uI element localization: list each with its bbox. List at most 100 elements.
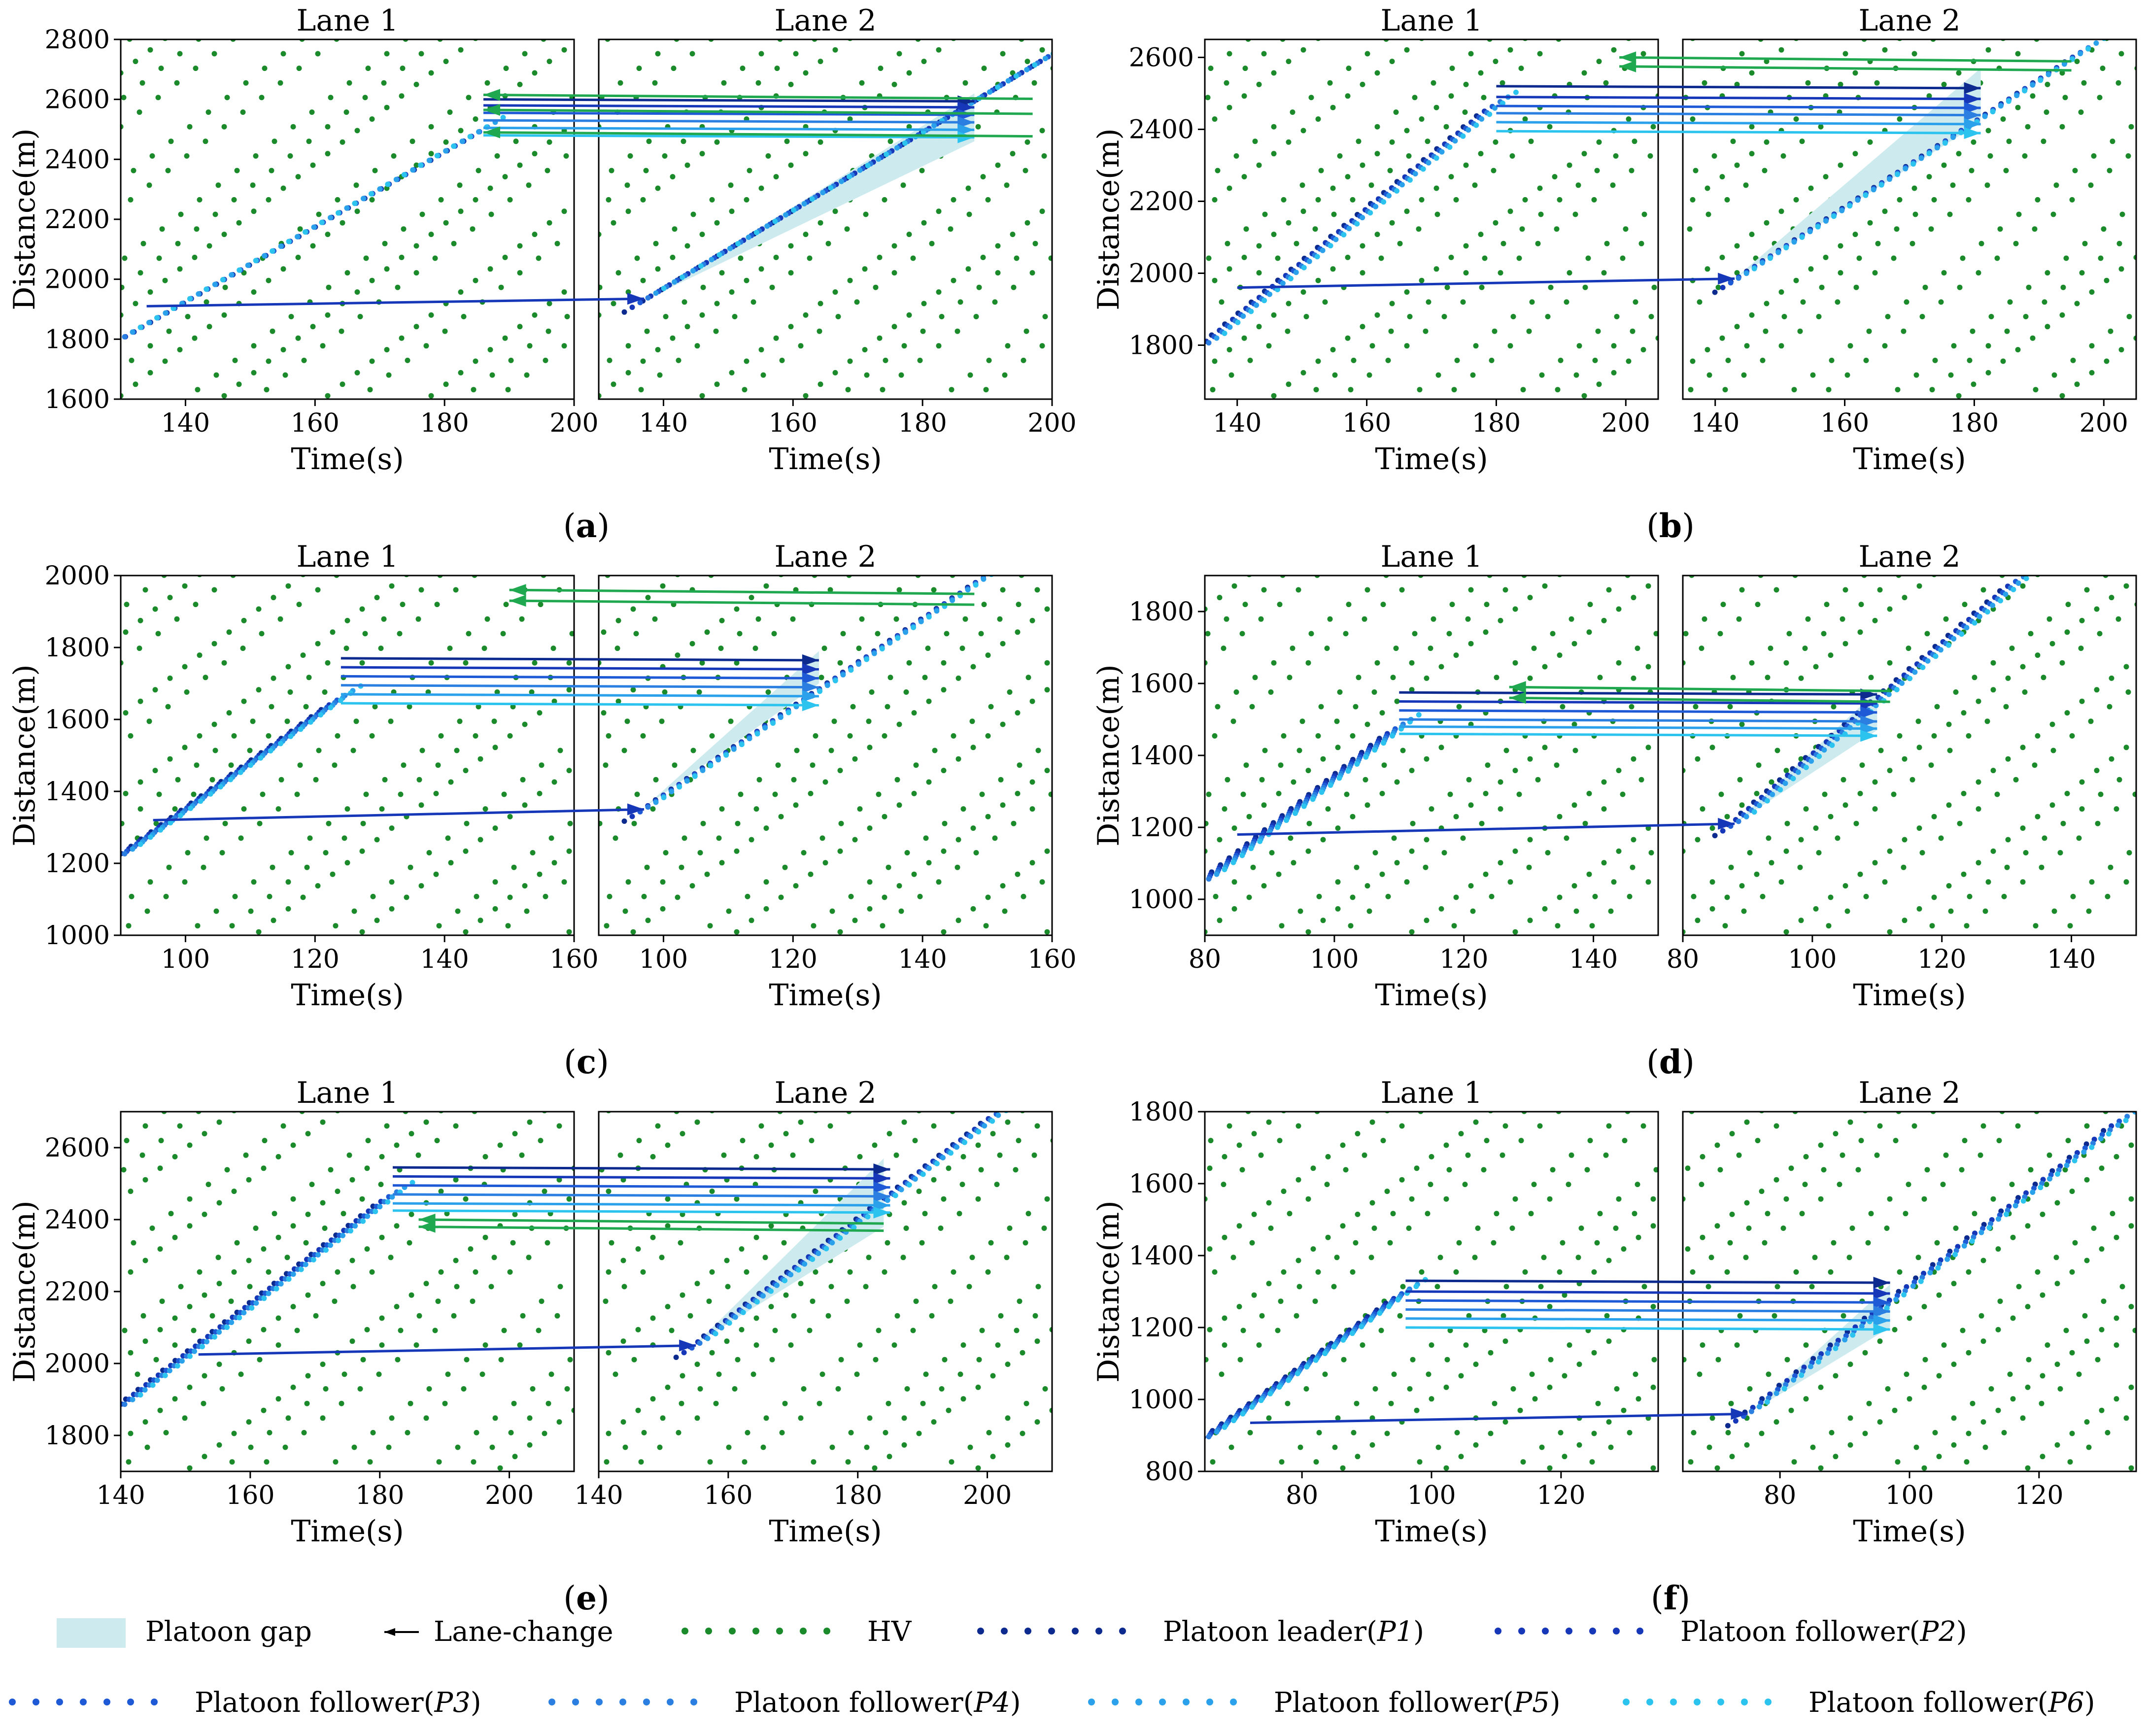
hv-dot [494,153,500,159]
platoon-dot-p5 [1982,113,1988,119]
hv-dot [1353,1240,1359,1246]
hv-dot [844,1298,850,1304]
hv-dot [229,1459,235,1465]
hv-dot [2040,1373,2046,1379]
hv-dot [231,1112,237,1114]
hv-dot [1429,1342,1434,1348]
hv-dot [630,687,636,693]
hv-dot [1485,762,1491,768]
hv-dot [1675,289,1681,295]
hv-dot [1542,583,1548,589]
hv-dot [284,718,290,724]
hv-dot [1824,602,1830,608]
panel-letter: (a) [563,507,610,545]
hv-dot [2045,324,2050,330]
platoon-vehicle-lane-change-arrow [1496,118,1981,130]
hv-dot [847,1269,853,1275]
hv-dot [680,1211,685,1217]
hv-dot [644,328,650,334]
hv-dot [925,646,931,651]
hv-dot [222,284,228,290]
platoon-dot-p6 [286,1276,292,1282]
hv-dot [1872,779,1878,785]
hv-dot [502,335,508,341]
platoon-dot-p6 [677,784,682,790]
hv-dot [369,197,375,203]
hv-dot [1852,232,1858,238]
hv-dot [1258,616,1264,622]
hv-dot [603,762,609,768]
hv-dot [1387,168,1393,173]
hv-dot [1291,779,1296,785]
hv-dot [451,1313,457,1319]
hv-dot [1595,328,1601,334]
platoon-dot-p6 [848,667,854,673]
hv-dot [1821,631,1827,637]
platoon-lane-change-arrow [146,293,645,307]
hv-dot [1348,923,1354,929]
hv-dot [960,806,966,812]
hv-dot [1571,883,1577,889]
platoon-dot-p6 [768,1288,774,1294]
platoon-dot-p5 [876,156,882,162]
hv-dot [551,860,557,866]
hv-dot [699,660,705,666]
hv-dot [1050,1138,1052,1143]
hv-dot [876,791,882,797]
hv-dot [328,1167,334,1173]
hv-dot [1014,1328,1020,1333]
hv-dot [774,66,780,71]
hv-dot [758,185,764,191]
hv-dot [1956,393,1962,399]
hv-dot [232,893,238,899]
hv-dot [2020,664,2026,670]
hv-dot [1984,182,1990,188]
y-axis-label: Distance(m) [1091,128,1126,310]
hv-dot [461,1386,467,1392]
hv-dot [687,1313,693,1319]
hv-dot [1322,299,1328,305]
hv-dot [1337,689,1343,695]
platoon-dot-p5 [747,736,752,742]
hv-dot [660,906,666,912]
hv-dot [1424,837,1430,843]
hv-dot [487,347,493,353]
hv-dot [854,299,860,305]
hv-dot [1929,387,1935,393]
hv-dot [1705,347,1710,353]
hv-dot [204,299,209,305]
hv-dot [709,1112,715,1114]
hv-dot [1647,153,1653,159]
hv-dot [144,1444,150,1450]
hv-dot [360,1357,366,1362]
platoon-dot-p5 [377,186,383,192]
hv-dot [556,1419,562,1425]
hv-dot [1545,314,1551,319]
hv-dot [1266,1200,1272,1206]
hv-dot [400,66,406,71]
hv-dot [1653,1167,1658,1173]
hv-dot [2013,240,2019,246]
hv-dot [1308,631,1314,637]
hv-dot [700,284,706,290]
hv-dot [142,1338,148,1344]
hv-dot [798,343,804,349]
hv-dot [1976,779,1981,785]
hv-dot [195,387,201,393]
hv-dot [1489,893,1495,899]
hv-dot [2015,51,2021,57]
hv-dot [794,748,800,753]
hv-dot [891,270,897,276]
hv-dot [2107,168,2113,173]
hv-dot [532,660,538,666]
hv-dot [1208,66,1214,71]
hv-dot [1456,1240,1462,1246]
hv-dot [1356,138,1362,144]
hv-dot [721,1152,727,1158]
platoon-dot-p5 [760,1293,766,1299]
y-tick-label: 2000 [45,1349,110,1379]
hv-dot [635,1327,641,1332]
hv-dot [2074,381,2080,387]
hv-dot [195,923,201,929]
hv-dot [1389,301,1395,306]
